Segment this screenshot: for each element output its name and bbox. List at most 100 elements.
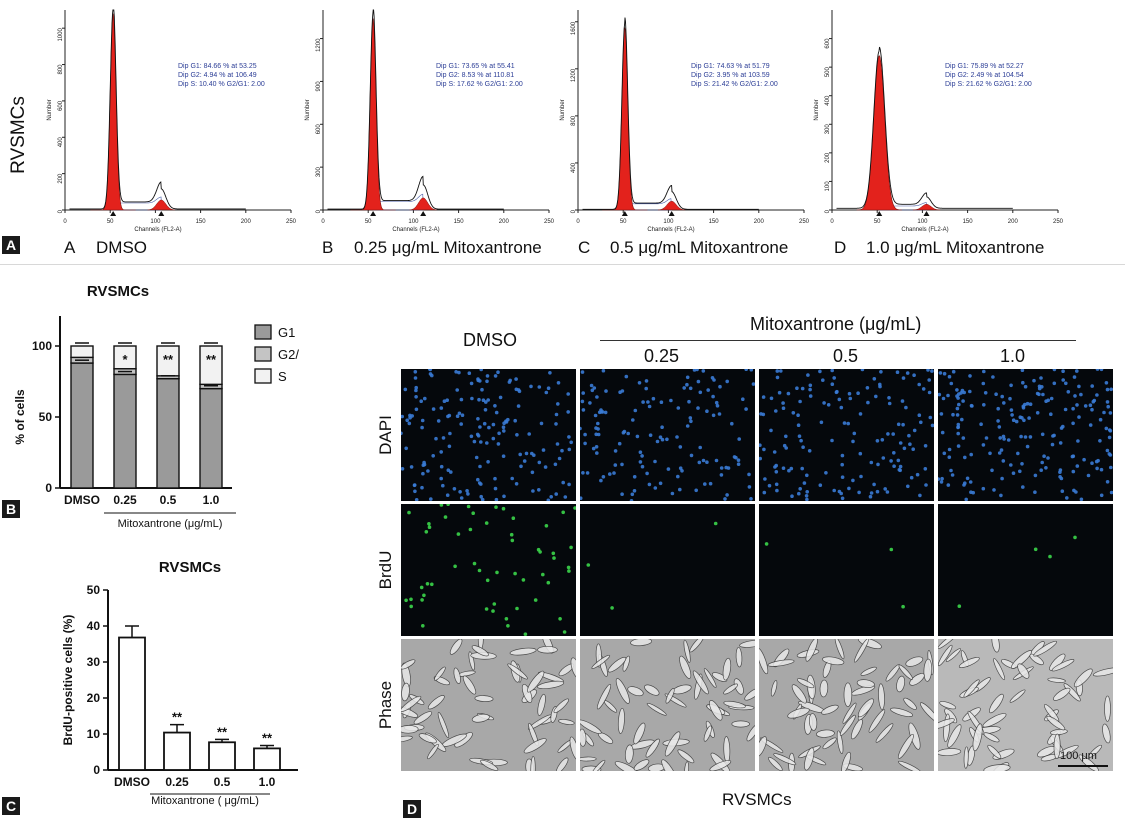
nucleus xyxy=(883,487,887,491)
nucleus xyxy=(988,451,992,456)
nucleus xyxy=(791,411,796,415)
cell xyxy=(617,707,625,734)
cell xyxy=(449,639,463,655)
nucleus xyxy=(1033,473,1038,478)
nucleus xyxy=(946,393,950,398)
nucleus xyxy=(736,462,741,466)
nucleus xyxy=(1073,394,1077,398)
nucleus xyxy=(800,466,804,471)
nucleus xyxy=(513,418,517,423)
nucleus xyxy=(805,473,809,478)
nucleus xyxy=(798,399,802,404)
nucleus xyxy=(840,462,844,467)
nucleus xyxy=(881,456,886,460)
cell xyxy=(731,720,750,728)
y-tick-label: 200 xyxy=(58,173,64,184)
nucleus xyxy=(530,451,534,456)
nucleus xyxy=(588,401,592,405)
nucleus xyxy=(669,398,673,403)
cell xyxy=(523,738,547,754)
cell xyxy=(787,707,810,719)
nucleus xyxy=(613,463,618,467)
nucleus xyxy=(506,417,510,422)
nucleus xyxy=(842,421,847,425)
nucleus xyxy=(744,369,748,371)
nucleus xyxy=(984,436,989,440)
nucleus xyxy=(665,437,669,442)
nucleus xyxy=(775,369,780,373)
nucleus xyxy=(1040,432,1045,437)
nucleus xyxy=(840,475,845,479)
micrograph-brdu-3 xyxy=(938,504,1113,636)
nucleus xyxy=(1027,416,1031,420)
significance-marker: ** xyxy=(163,352,174,367)
nucleus xyxy=(1075,369,1079,373)
peak-marker xyxy=(668,211,675,216)
nucleus xyxy=(541,448,546,452)
nucleus xyxy=(1011,471,1016,475)
nucleus xyxy=(982,369,986,374)
nucleus xyxy=(805,490,809,494)
nucleus xyxy=(560,448,564,453)
x-tick-label: 200 xyxy=(499,219,510,225)
cell xyxy=(842,702,857,724)
nucleus xyxy=(595,451,599,455)
nucleus xyxy=(912,428,917,433)
y-axis-label: % of cells xyxy=(13,389,27,445)
cell xyxy=(401,682,410,702)
cell xyxy=(537,693,546,716)
cell xyxy=(1102,723,1111,744)
nucleus xyxy=(476,378,480,383)
cell xyxy=(993,658,1006,681)
nucleus xyxy=(515,433,519,437)
nucleus xyxy=(719,473,724,477)
nucleus xyxy=(403,387,408,392)
nucleus xyxy=(481,398,486,402)
nucleus xyxy=(567,447,572,452)
nucleus xyxy=(1033,490,1037,494)
nucleus xyxy=(1025,401,1030,406)
nucleus xyxy=(599,478,603,483)
nucleus xyxy=(439,504,444,507)
nucleus xyxy=(772,450,777,454)
nucleus xyxy=(420,425,424,430)
nucleus xyxy=(806,373,810,377)
s-phase-region xyxy=(624,198,672,211)
nucleus xyxy=(1066,390,1071,394)
x-axis-label: Channels (FL2-A) xyxy=(392,227,439,233)
nucleus xyxy=(509,532,514,537)
x-tick-label: 100 xyxy=(150,219,161,225)
nucleus xyxy=(626,431,630,436)
nucleus xyxy=(408,413,412,418)
nucleus xyxy=(459,422,463,426)
cell xyxy=(939,701,957,710)
nucleus xyxy=(687,399,691,404)
nucleus xyxy=(493,404,497,408)
nucleus xyxy=(777,390,782,395)
nucleus xyxy=(426,469,430,473)
nucleus xyxy=(1108,429,1113,433)
x-tick-label: 1.0 xyxy=(259,775,276,789)
nucleus xyxy=(930,423,934,428)
nucleus xyxy=(802,481,807,485)
nucleus xyxy=(651,396,656,401)
nucleus xyxy=(1016,451,1020,456)
nucleus xyxy=(483,408,488,412)
nucleus xyxy=(612,471,616,475)
nucleus xyxy=(566,392,570,396)
nucleus xyxy=(515,606,519,611)
nucleus xyxy=(949,381,954,386)
nucleus xyxy=(685,424,690,428)
y-tick-label: 1600 xyxy=(571,21,577,35)
cell xyxy=(521,683,533,704)
nucleus xyxy=(915,472,920,477)
nucleus xyxy=(799,438,803,443)
nucleus xyxy=(747,485,752,489)
micro-header-conc-1: 0.25 xyxy=(644,346,680,366)
nucleus xyxy=(586,563,591,567)
y-axis-label: Number xyxy=(814,99,820,120)
cell xyxy=(1092,667,1113,677)
nucleus xyxy=(830,369,834,373)
nucleus xyxy=(613,449,618,453)
panel-tag-c: C xyxy=(2,797,20,815)
